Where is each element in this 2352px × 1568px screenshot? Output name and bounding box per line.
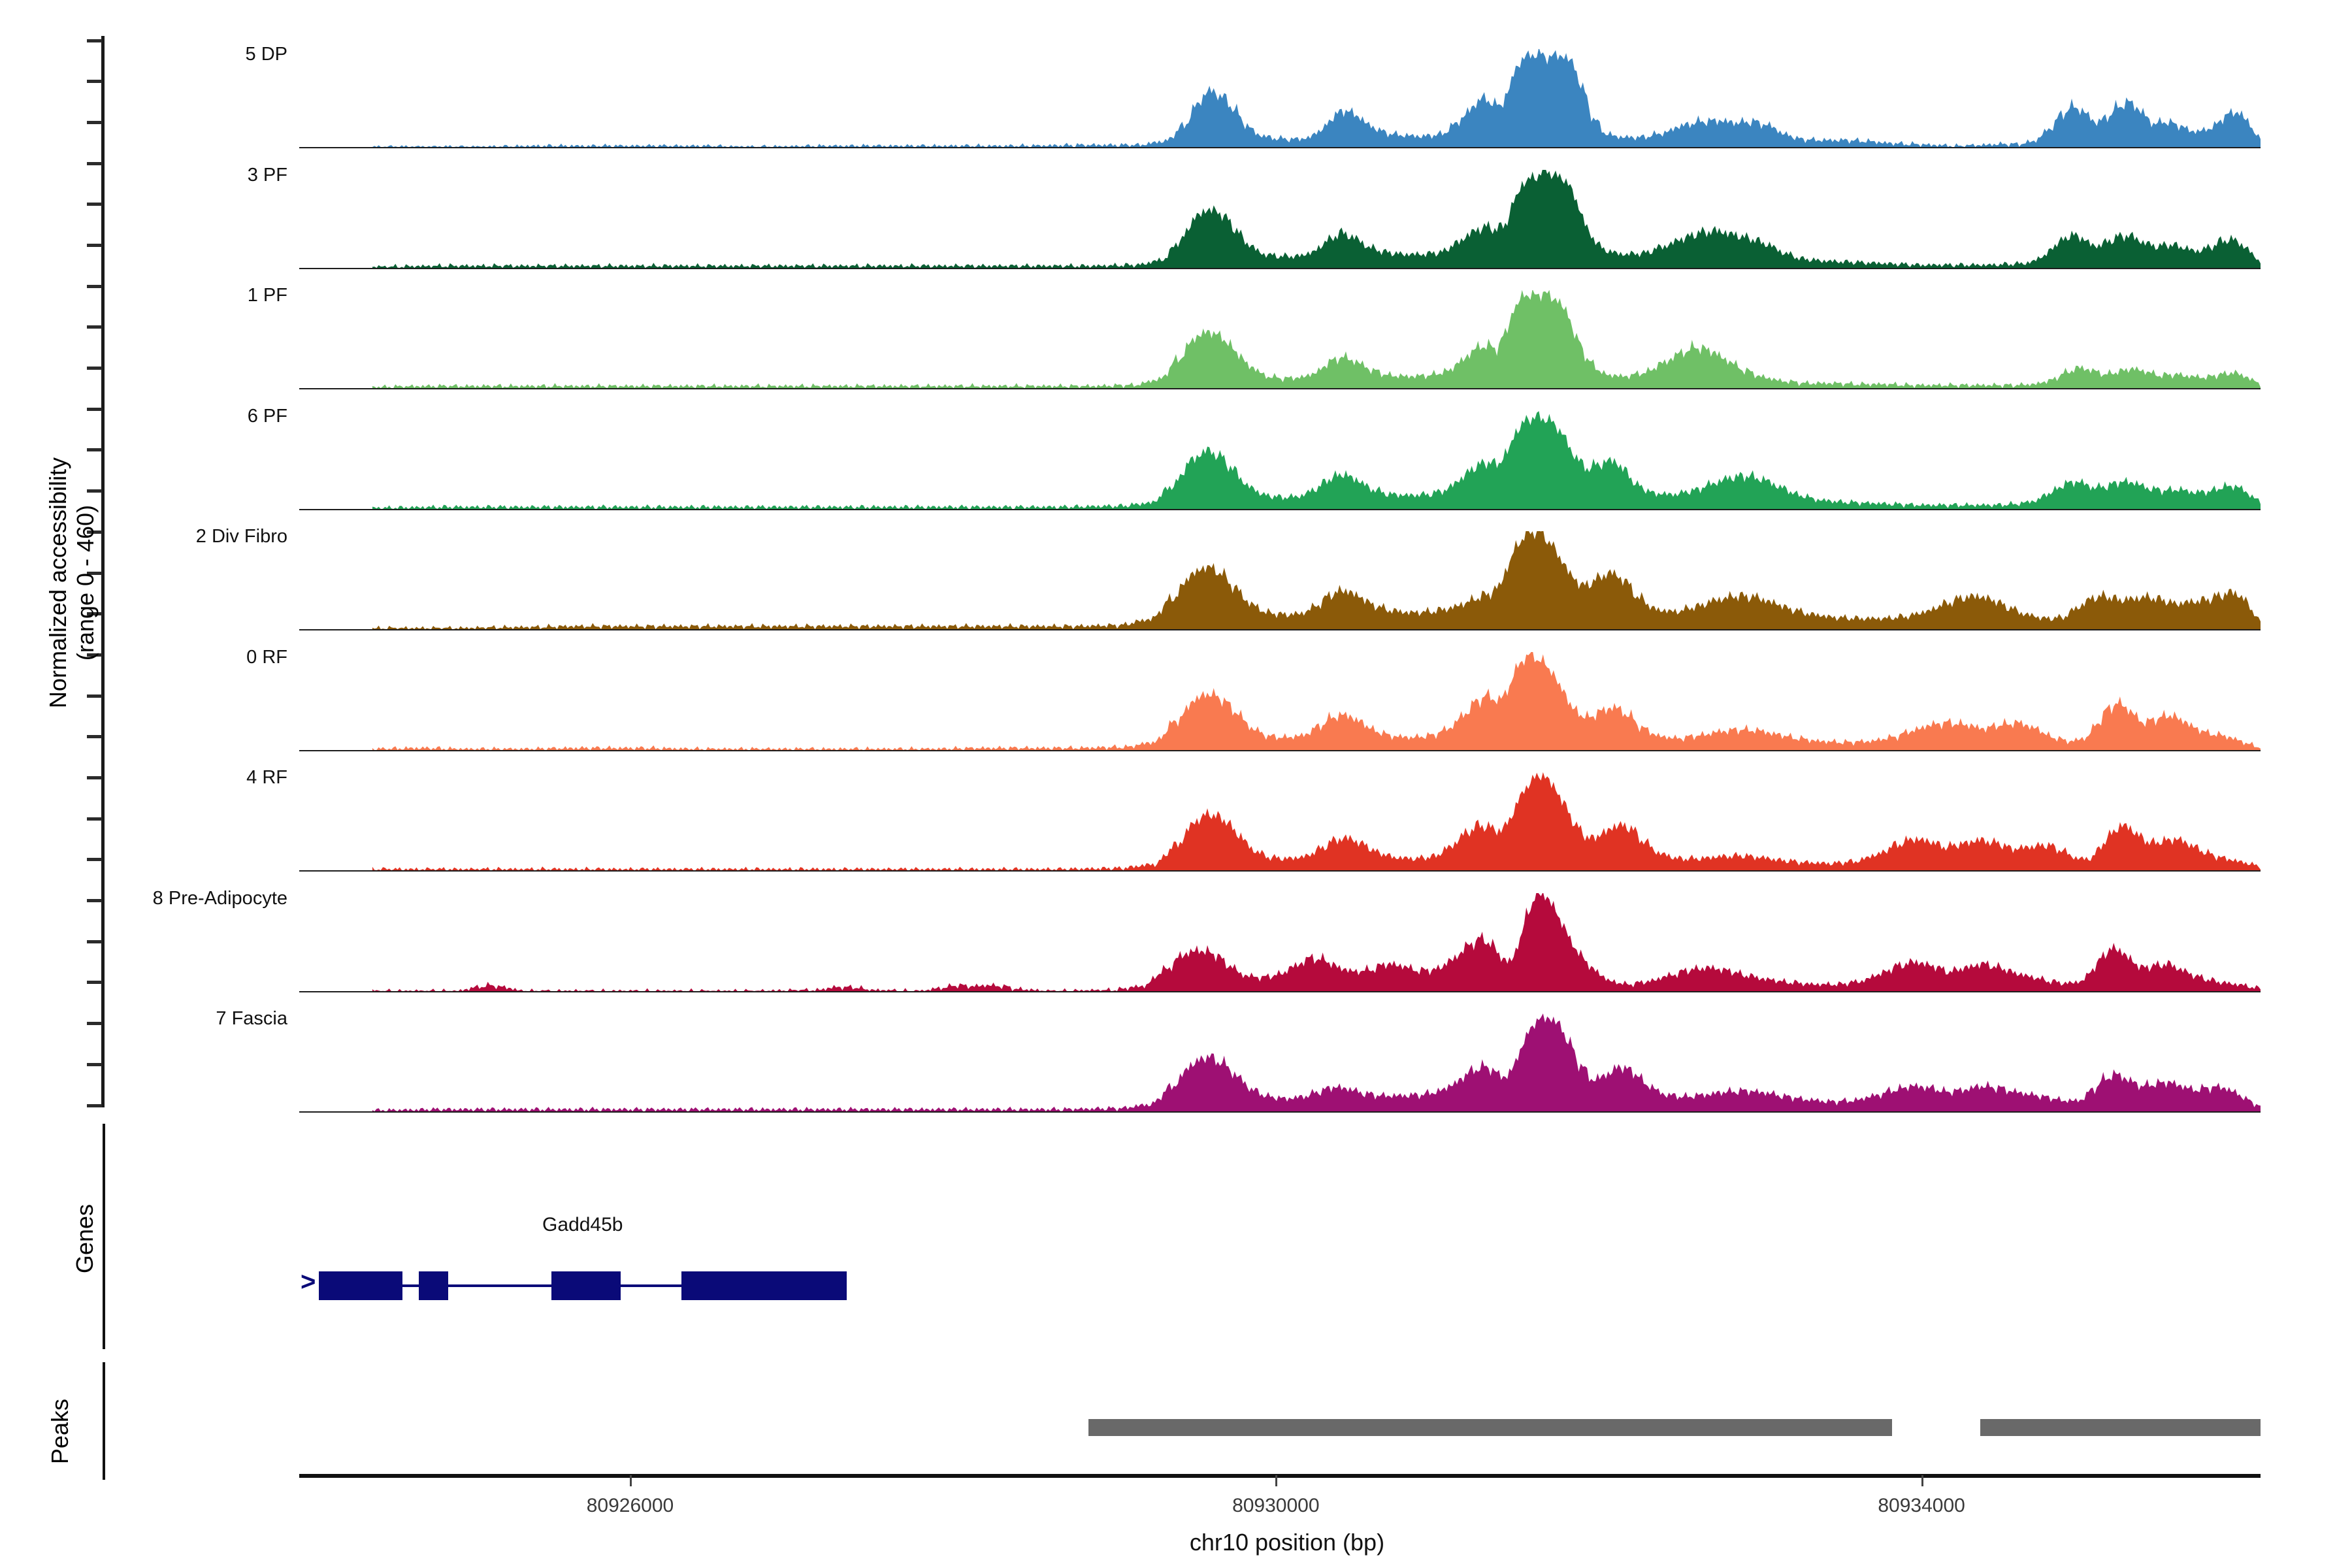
track-baseline [299,1111,2261,1113]
genes-panel-spine [103,1124,105,1349]
track-label-0-rf: 0 RF [246,646,287,668]
x-axis-tick-label: 80926000 [586,1495,674,1516]
y-axis-tick [87,448,102,451]
y-axis-tick [87,612,102,615]
y-axis-tick [87,817,102,821]
track-label-2-div-fibro: 2 Div Fibro [195,526,287,547]
genes-panel-label-text: Genes [71,1203,98,1274]
track-signal-5-dp [372,49,2261,147]
y-axis-tick [87,653,102,657]
y-axis-tick [87,244,102,247]
y-axis-tick [87,489,102,493]
x-axis-tick [1275,1475,1277,1486]
track-signal-6-pf [372,410,2261,509]
y-axis-tick [87,285,102,288]
gene-name-label: Gadd45b [542,1214,623,1235]
peaks-panel-spine [103,1362,105,1480]
y-axis-tick [87,1063,102,1066]
track-signal-7-fascia [372,1013,2261,1111]
peak-bar [1980,1419,2261,1436]
y-axis-tick [87,408,102,411]
y-axis-tick [87,325,102,329]
track-signal-0-rf [372,651,2261,750]
x-axis-tick-label: 80930000 [1232,1495,1320,1516]
track-baseline [299,147,2261,148]
track-signal-8-pre-adipocyte [372,892,2261,991]
gene-exon [419,1271,449,1300]
track-baseline [299,990,2261,992]
track-label-3-pf: 3 PF [247,164,287,186]
track-label-5-dp: 5 DP [245,44,287,65]
y-axis-tick [87,39,102,42]
y-axis-tick [87,694,102,698]
track-baseline [299,749,2261,751]
y-axis-tick [87,572,102,575]
y-axis-title: Normalized accessibility (range 0 - 460) [44,295,99,870]
y-axis-tick [87,203,102,206]
y-axis-tick [87,981,102,984]
track-label-1-pf: 1 PF [247,285,287,306]
y-axis-tick [87,162,102,165]
x-axis-tick-label: 80934000 [1878,1495,1965,1516]
peaks-panel-label: Peaks [46,1343,74,1520]
x-axis-line [299,1474,2261,1478]
y-axis-tick [87,899,102,902]
track-signal-1-pf [372,290,2261,388]
y-axis-tick [87,80,102,83]
y-axis-tick [87,367,102,370]
genes-panel-label: Genes [71,1151,99,1327]
track-label-6-pf: 6 PF [247,405,287,427]
peak-bar [1088,1419,1892,1436]
gene-exon [319,1271,402,1300]
gene-exon [681,1271,847,1300]
track-baseline [299,508,2261,510]
x-axis-tick [630,1475,632,1486]
y-axis-tick [87,531,102,534]
y-axis-tick [87,858,102,861]
peaks-panel-label-text: Peaks [46,1398,73,1465]
track-baseline [299,629,2261,630]
track-signal-2-div-fibro [372,531,2261,629]
y-axis-title-line2: (range 0 - 460) [72,504,99,661]
track-label-4-rf: 4 RF [246,767,287,788]
x-axis-tick [1921,1475,1923,1486]
x-axis-title: chr10 position (bp) [1058,1529,1516,1556]
y-axis-title-line1: Normalized accessibility [44,457,71,709]
signal-axis-spine [101,36,105,1107]
y-axis-tick [87,776,102,779]
gene-exon [551,1271,621,1300]
track-signal-4-rf [372,772,2261,870]
track-baseline [299,388,2261,389]
x-axis-title-text: chr10 position (bp) [1189,1529,1385,1556]
track-signal-3-pf [372,169,2261,268]
y-axis-tick [87,121,102,124]
y-axis-tick [87,1104,102,1107]
track-baseline [299,267,2261,269]
y-axis-tick [87,940,102,943]
y-axis-tick [87,1022,102,1025]
y-axis-tick [87,735,102,738]
track-baseline [299,870,2261,872]
track-label-8-pre-adipocyte: 8 Pre-Adipocyte [152,887,287,909]
gene-strand-arrow-icon: > [301,1267,316,1296]
track-label-7-fascia: 7 Fascia [216,1008,287,1029]
